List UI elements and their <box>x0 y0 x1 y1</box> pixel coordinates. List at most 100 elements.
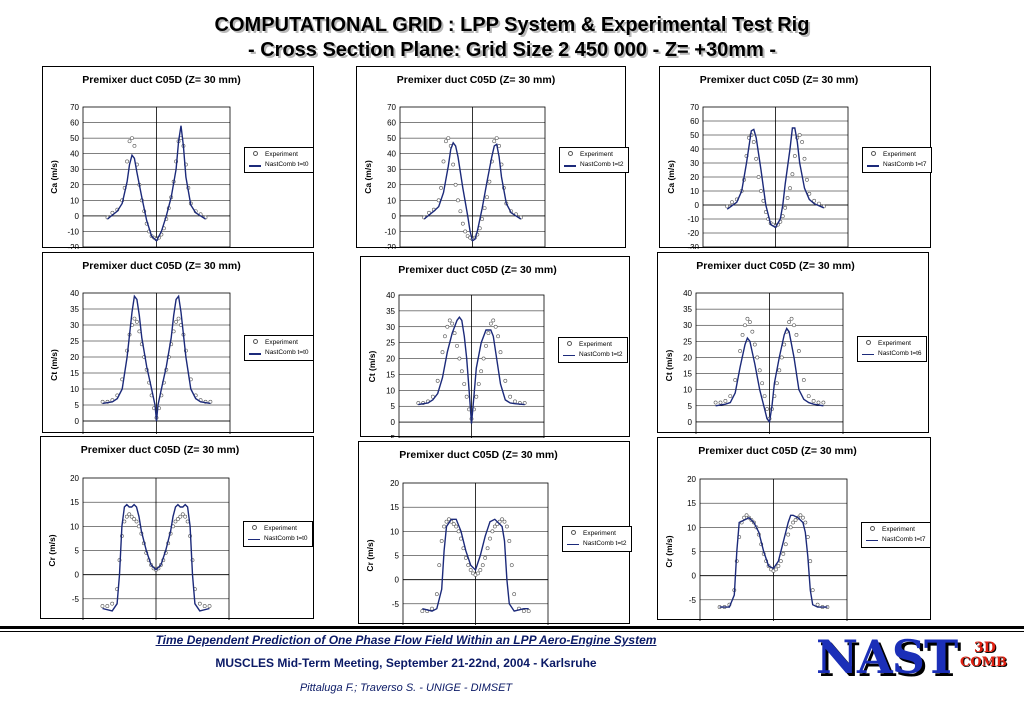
data-point-experiment <box>100 604 105 608</box>
footer-authors: Pittaluga F.; Traverso S. - UNIGE - DIMS… <box>299 682 513 694</box>
footer-title: Time Dependent Prediction of One Phase F… <box>155 633 657 647</box>
y-tick-label: 20 <box>690 173 699 182</box>
data-point-experiment <box>481 356 486 361</box>
y-tick-label: 40 <box>683 289 692 298</box>
y-axis-label: Cr (m/s) <box>47 534 57 566</box>
page-title-line2: - Cross Section Plane: Grid Size 2 450 0… <box>248 39 776 61</box>
data-point-experiment <box>783 542 788 547</box>
data-point-experiment <box>130 136 134 141</box>
legend-entry: NastComb t=t0 <box>247 534 308 544</box>
data-point-experiment <box>503 378 508 383</box>
y-tick-label: 50 <box>387 134 396 143</box>
legend-entry: NastComb t=t2 <box>566 539 627 549</box>
line-swatch <box>249 353 261 355</box>
legend-point-symbol <box>566 529 580 539</box>
y-tick-label: 10 <box>690 187 699 196</box>
y-tick-label: -10 <box>67 619 79 620</box>
data-point-experiment <box>453 182 458 187</box>
y-tick-label: 30 <box>683 321 692 330</box>
data-point-experiment <box>483 556 488 560</box>
y-tick-label: -10 <box>384 227 396 236</box>
data-point-experiment <box>463 229 468 234</box>
data-point-experiment <box>786 532 791 537</box>
y-tick-label: -5 <box>72 433 80 434</box>
data-point-experiment <box>512 592 517 597</box>
data-point-experiment <box>451 162 456 167</box>
chart-title: Premixer duct C05D (Z= 30 mm) <box>399 449 558 461</box>
line-swatch <box>564 165 576 167</box>
y-tick-label: -10 <box>67 227 79 236</box>
legend-line-symbol <box>566 539 580 549</box>
data-point-experiment <box>800 515 805 520</box>
y-tick-label: 20 <box>386 355 395 364</box>
data-point-experiment <box>778 559 783 564</box>
data-point-experiment <box>500 517 504 522</box>
data-point-experiment <box>733 378 738 382</box>
data-point-experiment <box>794 332 799 337</box>
y-tick-label: 25 <box>70 337 79 346</box>
chart-legend: Experiment NastComb t=t7 <box>861 521 931 548</box>
data-point-experiment <box>494 136 499 141</box>
y-tick-label: 40 <box>690 145 699 154</box>
legend-line-symbol <box>248 160 262 170</box>
data-point-experiment <box>480 217 485 221</box>
legend-point-symbol <box>861 339 875 349</box>
chart-svg: -20-10010203040506070-150-100-5005010015… <box>49 103 231 249</box>
point-swatch <box>870 151 876 156</box>
data-point-experiment <box>202 604 207 608</box>
legend-line-symbol <box>248 348 262 358</box>
legend-label: NastComb t=t2 <box>579 350 623 358</box>
data-point-experiment <box>781 552 786 556</box>
y-tick-label: 0 <box>688 418 693 427</box>
data-point-experiment <box>124 514 129 519</box>
y-tick-label: 30 <box>690 159 699 168</box>
y-tick-label: 20 <box>70 181 79 190</box>
point-swatch <box>566 340 572 346</box>
data-point-experiment <box>509 563 514 568</box>
data-point-experiment <box>792 323 796 328</box>
data-point-experiment <box>751 140 756 144</box>
logo-nast-text: NAST <box>816 630 958 684</box>
data-point-experiment <box>452 331 457 336</box>
data-point-experiment <box>493 324 498 329</box>
chart-legend: Experiment NastComb t=t0 <box>244 147 314 173</box>
data-point-experiment <box>776 564 781 568</box>
y-tick-label: 0 <box>392 212 397 221</box>
y-tick-label: 35 <box>386 307 395 316</box>
y-tick-label: 70 <box>387 103 396 112</box>
data-point-experiment <box>742 515 747 520</box>
chart-panel-7: Premixer duct C05D (Z= 30 mm) -10 -5 0 5 10 15… <box>40 436 314 620</box>
data-point-experiment <box>476 571 480 576</box>
data-point-experiment <box>789 316 794 321</box>
data-point-experiment <box>796 349 801 353</box>
y-tick-label: -20 <box>384 243 396 249</box>
data-point-experiment <box>468 568 473 572</box>
y-tick-label: 10 <box>387 196 396 205</box>
legend-entry: Experiment <box>861 339 922 349</box>
y-tick-label: 25 <box>683 337 692 346</box>
data-point-experiment <box>740 332 745 337</box>
y-tick-label: -30 <box>687 243 699 249</box>
legend-entry: NastComb t=t0 <box>248 160 309 170</box>
y-tick-label: 40 <box>70 289 79 298</box>
data-point-experiment <box>496 334 500 339</box>
data-point-experiment <box>725 204 730 209</box>
data-point-experiment <box>815 602 820 607</box>
data-point-experiment <box>802 156 807 161</box>
data-point-experiment <box>488 321 493 326</box>
data-point-experiment <box>132 316 137 321</box>
y-tick-label: 50 <box>690 131 699 140</box>
y-tick-label: -5 <box>689 596 697 605</box>
data-point-experiment <box>487 179 492 184</box>
y-tick-label: 30 <box>70 321 79 330</box>
point-swatch <box>252 151 258 156</box>
y-axis-label: Ct (m/s) <box>367 351 377 383</box>
data-point-experiment <box>788 186 792 191</box>
chart-title: Premixer duct C05D (Z= 30 mm) <box>698 445 857 457</box>
y-tick-label: 5 <box>75 547 80 556</box>
y-tick-label: 70 <box>690 103 699 112</box>
y-tick-label: 25 <box>386 339 395 348</box>
data-point-experiment <box>806 394 811 399</box>
